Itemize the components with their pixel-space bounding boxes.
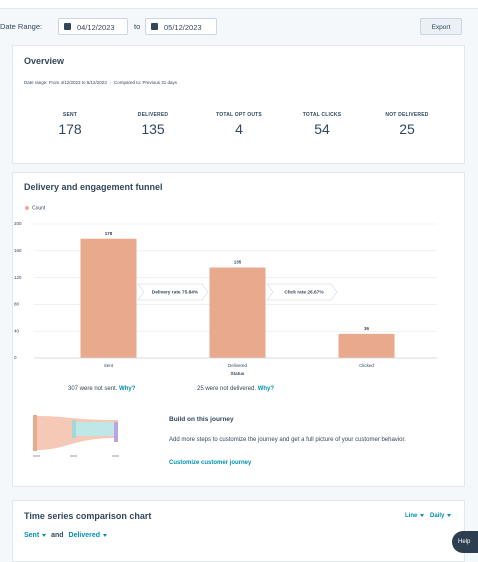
stat-value: 178: [58, 121, 82, 137]
calendar-icon: [64, 23, 71, 30]
annotation: Delivery rate 75.84%: [152, 289, 199, 295]
y-tick-label: 0: [14, 355, 17, 360]
annotation: Click rate 26.67%: [284, 289, 324, 295]
caret: [103, 533, 108, 537]
view-text: Line: [405, 513, 418, 519]
tab-bar: [0, 0, 478, 9]
x-tick-label: Clicked: [359, 363, 374, 368]
flow: [74, 422, 114, 436]
calendar-icon: [151, 23, 158, 30]
x-tick-label: Delivered: [228, 363, 248, 368]
date-separator: to: [134, 22, 141, 31]
note: 25 were not delivered. Why?: [197, 386, 274, 392]
y-tick-label: 40: [14, 328, 20, 333]
help-button[interactable]: Help: [452, 531, 478, 553]
date-to[interactable]: 05/12/2023: [145, 18, 217, 35]
caret: [420, 513, 425, 517]
x-axis-label: Status: [231, 371, 245, 376]
value-label: 178: [105, 231, 113, 236]
date-range-label: Date Range:: [0, 22, 43, 31]
range-text: Date range: From 4/12/2023 to 5/12/2023: [24, 80, 107, 85]
note: 307 were not sent. Why?: [68, 386, 135, 392]
why-link[interactable]: Why?: [257, 386, 275, 392]
x-tick-label: Sent: [104, 363, 114, 368]
journey-text: Add more steps to customize the journey …: [169, 437, 406, 443]
export-button[interactable]: Export: [420, 18, 462, 35]
stat-value: 4: [235, 121, 243, 137]
bar: [338, 333, 395, 358]
value-label: 36: [364, 326, 370, 331]
node: [33, 415, 37, 451]
compared-text: Compared to: Previous 31 days: [113, 80, 178, 85]
funnel-chart: Count 0 40 80 120 160 200 178 Sent 135 Delivered 36…: [14, 205, 437, 376]
overview-range: Date range: From 4/12/2023 to 5/12/2023 |…: [24, 80, 178, 85]
note-text: 25 were not delivered.: [197, 386, 257, 392]
stat-label: SENT: [62, 112, 78, 118]
value-label: 135: [234, 260, 242, 265]
y-tick-label: 80: [14, 302, 20, 307]
y-tick-label: 160: [14, 248, 22, 253]
interval-text: Daily: [430, 513, 445, 519]
metric-a-text: Sent: [24, 532, 40, 539]
view-dropdown[interactable]: Line: [405, 513, 425, 519]
metric-b-text: Delivered: [68, 532, 101, 539]
y-tick-label: 120: [14, 275, 22, 280]
legend-swatch: [25, 206, 29, 210]
interval-dropdown[interactable]: Daily: [430, 513, 452, 519]
stat-value: 54: [314, 121, 330, 137]
date-from[interactable]: 04/12/2023: [58, 18, 128, 35]
stat-label: NOT DELIVERED: [385, 112, 429, 118]
journey-link[interactable]: Customize customer journey: [169, 460, 252, 466]
metric-a[interactable]: Sent: [24, 532, 47, 539]
stat-label: TOTAL OPT OUTS: [216, 112, 262, 118]
time-series-title: Time series comparison chart: [24, 511, 152, 521]
joiner: and: [51, 532, 64, 539]
caret: [42, 533, 47, 537]
overview-card: [12, 45, 465, 164]
y-tick-label: 200: [14, 221, 22, 226]
time-series-card: [12, 500, 465, 562]
annotation-box: [137, 283, 209, 301]
overview-title: Overview: [24, 56, 65, 66]
stat-label: TOTAL CLICKS: [302, 112, 342, 118]
journey-title: Build on this journey: [169, 416, 234, 423]
note-text: 307 were not sent.: [68, 386, 118, 392]
annotation-box: [266, 283, 338, 301]
why-link[interactable]: Why?: [119, 386, 136, 392]
journey-illustration: [33, 415, 119, 457]
bar: [209, 267, 266, 358]
stat-label: DELIVERED: [137, 112, 169, 118]
date-from-text: 04/12/2023: [77, 23, 115, 32]
legend-label: Count: [32, 205, 46, 211]
bar: [80, 238, 137, 358]
stat-value: 25: [399, 121, 415, 137]
stat-value: 135: [141, 121, 165, 137]
caret: [447, 513, 452, 517]
date-to-text: 05/12/2023: [164, 23, 202, 32]
node: [114, 422, 118, 442]
funnel-title: Delivery and engagement funnel: [24, 182, 163, 192]
metric-b[interactable]: Delivered: [69, 532, 108, 539]
metric-picker: Sent and Delivered: [24, 532, 108, 539]
node: [72, 420, 76, 438]
